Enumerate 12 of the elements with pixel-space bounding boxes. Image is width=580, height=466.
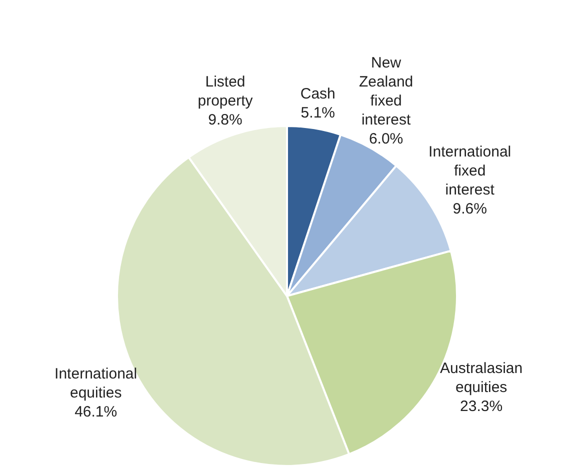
slice-label: New Zealand fixed interest	[358, 54, 414, 128]
data-label: 6.0%	[368, 130, 404, 148]
slice-label: Listed property	[198, 74, 254, 110]
slice-label: International fixed interest	[428, 143, 512, 198]
data-label: 5.1%	[300, 104, 336, 122]
slice-label: Cash	[300, 86, 336, 103]
slice-label: International equities	[54, 366, 138, 402]
data-label: 23.3%	[460, 398, 503, 415]
slice-label: Australasian equities	[440, 360, 523, 396]
data-label: 9.6%	[452, 200, 487, 218]
data-label: 9.8%	[208, 112, 242, 129]
data-label: 46.1%	[74, 404, 118, 421]
